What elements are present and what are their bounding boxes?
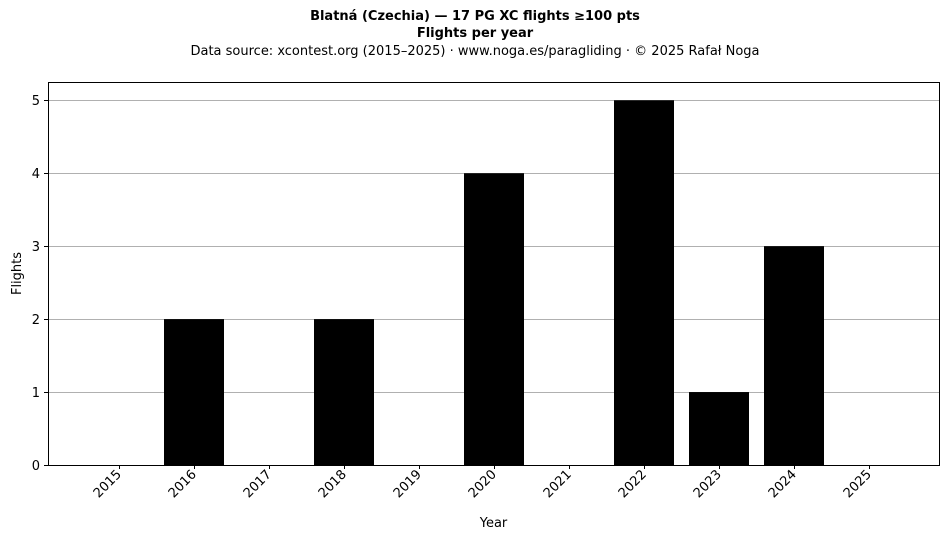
x-tick-label: 2023 [691, 467, 725, 501]
y-tick-label: 3 [32, 240, 40, 255]
bar-2020 [464, 173, 524, 465]
x-tick-label: 2018 [316, 467, 350, 501]
x-tick-label: 2022 [616, 467, 650, 501]
bars [164, 100, 824, 465]
x-tick-label: 2017 [241, 467, 275, 501]
x-tick-label: 2021 [541, 467, 575, 501]
x-tick-label: 2016 [166, 467, 200, 501]
x-tick-label: 2019 [391, 467, 425, 501]
chart-source-note: Data source: xcontest.org (2015–2025) · … [190, 44, 760, 59]
y-tick-label: 4 [32, 167, 40, 182]
bar-2016 [164, 319, 224, 465]
x-axis-label: Year [479, 516, 508, 531]
chart-title: Blatná (Czechia) — 17 PG XC flights ≥100… [310, 9, 640, 24]
x-axis: 2015 2016 2017 2018 2019 2020 2021 2022 2023 2024… [91, 465, 875, 501]
y-tick-label: 1 [32, 386, 40, 401]
y-tick-label: 5 [32, 94, 40, 109]
x-tick-label: 2015 [91, 467, 125, 501]
y-tick-label: 0 [32, 459, 40, 474]
x-tick-label: 2020 [466, 467, 500, 501]
chart-subtitle: Flights per year [416, 26, 534, 41]
bar-2018 [314, 319, 374, 465]
bar-2023 [689, 392, 749, 465]
bar-2022 [614, 100, 674, 465]
y-axis-label: Flights [10, 252, 25, 295]
y-axis: 0 1 2 3 4 5 [32, 94, 48, 474]
bar-2024 [764, 246, 824, 465]
x-tick-label: 2024 [766, 467, 800, 501]
y-tick-label: 2 [32, 313, 40, 328]
x-tick-label: 2025 [841, 467, 875, 501]
